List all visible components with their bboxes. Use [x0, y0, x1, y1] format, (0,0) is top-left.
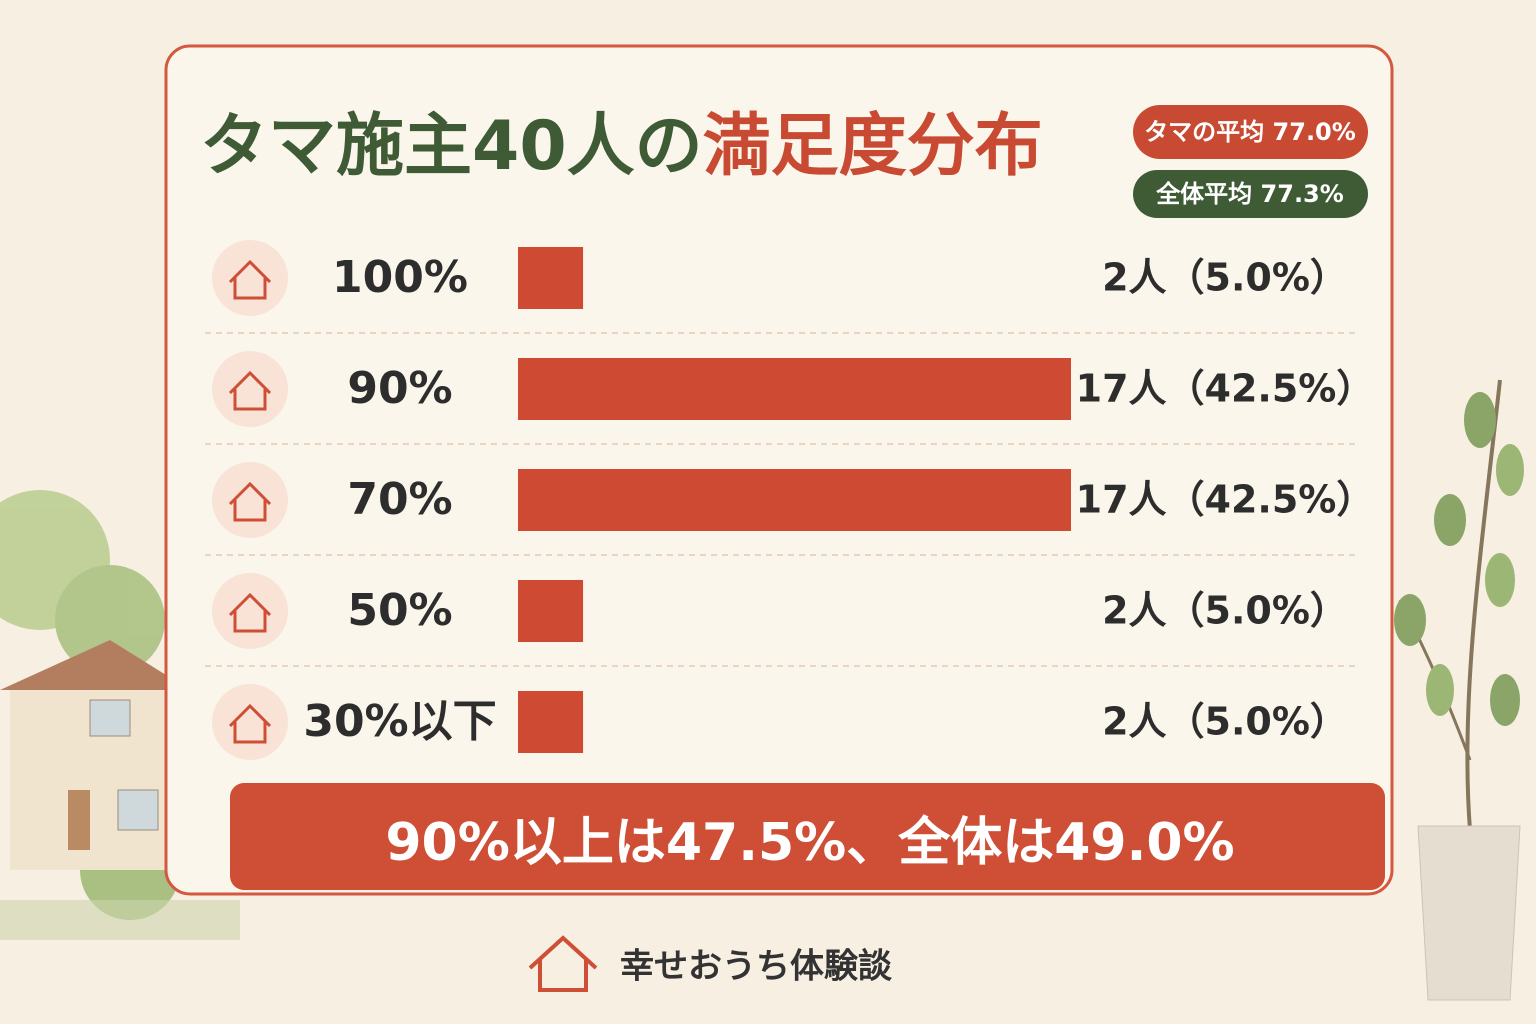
- category-label: 50%: [347, 585, 452, 636]
- category-label: 30%以下: [303, 696, 496, 747]
- right-decoration: [1394, 379, 1524, 1001]
- row-icon: [228, 370, 272, 411]
- value-label: 2人（5.0%）: [1102, 589, 1348, 633]
- bar: [518, 358, 1071, 420]
- brand: 幸せおうち体験談: [620, 947, 893, 987]
- row-icon: [228, 703, 272, 744]
- badge: [1133, 105, 1368, 159]
- category-label: 70%: [347, 474, 452, 525]
- left-decoration: [0, 490, 260, 940]
- category-label: 90%: [347, 363, 452, 414]
- row-icon-bg: [212, 240, 288, 316]
- badge: [1133, 170, 1368, 218]
- title: タマ施主40人の満足度分布: [200, 107, 1043, 186]
- value-label: 2人（5.0%）: [1102, 256, 1348, 300]
- row-icon: [228, 481, 272, 522]
- bar: [518, 580, 584, 642]
- title-main: タマ施主40人の: [200, 107, 703, 186]
- value-label: 2人（5.0%）: [1102, 700, 1348, 744]
- row-icon-bg: [212, 351, 288, 427]
- row-icon-bg: [212, 684, 288, 760]
- summary-banner: [230, 783, 1385, 890]
- value-label: 17人（42.5%）: [1076, 367, 1375, 411]
- badge-text: 全体平均 77.3%: [1155, 180, 1344, 208]
- bar: [518, 691, 584, 753]
- summary: 90%以上は47.5%、全体は49.0%: [385, 813, 1234, 873]
- title-highlight: 満足度分布: [703, 107, 1043, 186]
- row-icon: [228, 592, 272, 633]
- category-label: 100%: [332, 252, 468, 303]
- badge-text: タマの平均 77.0%: [1144, 118, 1356, 146]
- bar: [518, 247, 584, 309]
- row-icon: [228, 259, 272, 300]
- bar: [518, 469, 1071, 531]
- brand-logo: [528, 935, 598, 992]
- row-icon-bg: [212, 573, 288, 649]
- row-icon-bg: [212, 462, 288, 538]
- value-label: 17人（42.5%）: [1076, 478, 1375, 522]
